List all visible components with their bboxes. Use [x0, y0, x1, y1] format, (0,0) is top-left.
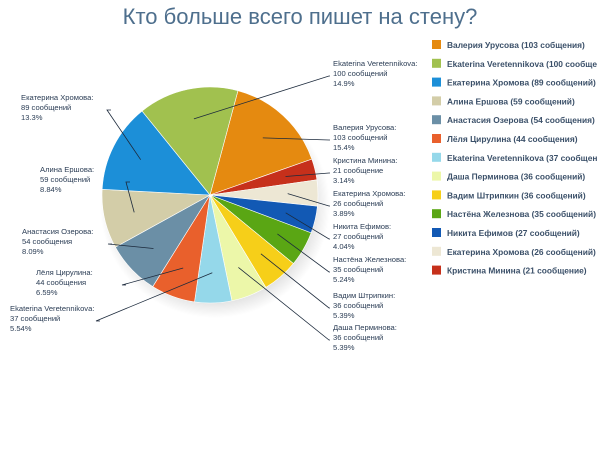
legend-swatch — [432, 58, 441, 68]
legend-item: Анастасия Озерова (54 сообщения) — [447, 115, 595, 125]
chart-title: Кто больше всего пишет на стену? — [123, 4, 478, 29]
slice-label-percent: 8.09% — [22, 247, 44, 256]
leader-line — [107, 243, 154, 249]
slice-label-name: Вадим Штрипкин: — [333, 291, 395, 300]
legend-item: Настёна Железнова (35 сообщений) — [447, 209, 596, 219]
legend-item: Даша Перминова (36 сообщений) — [447, 172, 585, 182]
slice-label-percent: 3.14% — [333, 176, 355, 185]
slice-label-value: 37 сообщений — [10, 314, 60, 323]
slice-label-name: Екатерина Хромова: — [21, 93, 93, 102]
slice-label-name: Кристина Минина: — [333, 156, 397, 165]
slice-label-percent: 5.39% — [333, 343, 355, 352]
legend-item: Вадим Штрипкин (36 сообщений) — [447, 190, 586, 200]
legend-swatch — [432, 209, 441, 219]
slice-label-name: Никита Ефимов: — [333, 222, 391, 231]
legend-swatch — [432, 152, 441, 162]
slice-label-value: 35 сообщений — [333, 265, 383, 274]
legend-swatch — [432, 228, 441, 237]
pie-slice — [101, 110, 211, 196]
legend-swatch — [432, 190, 441, 200]
leader-line — [95, 272, 213, 322]
leader-line — [277, 233, 330, 273]
leader-line — [121, 267, 184, 286]
legend-item: Кристина Минина (21 сообщение) — [447, 266, 587, 276]
legend-item: Валерия Урусова (103 собщения) — [447, 40, 585, 50]
slice-label-name: Алина Ершова: — [40, 165, 94, 174]
legend-item: Лёля Цирулина (44 сообщения) — [447, 134, 578, 144]
legend-swatch — [432, 265, 441, 275]
slice-label-name: Даша Перминова: — [333, 323, 397, 332]
legend-item: Ekaterina Veretennikova (37 сообщен — [447, 153, 597, 163]
slice-label-percent: 5.24% — [333, 275, 355, 284]
legend-item: Алина Ершова (59 сообщений) — [447, 96, 575, 106]
leader-line — [260, 253, 330, 309]
legend-swatch — [432, 246, 441, 256]
legend-item: Ekaterina Veretennikova (100 сообще — [447, 59, 597, 69]
leader-line — [285, 172, 330, 177]
slice-label-value: 36 сообщений — [333, 301, 383, 310]
leader-line — [125, 181, 135, 213]
legend-swatch — [432, 134, 441, 143]
slice-label-percent: 3.89% — [333, 209, 355, 218]
slice-label-name: Екатерина Хромова: — [333, 189, 405, 198]
legend-swatch — [432, 115, 441, 125]
slice-label-value: 89 сообщений — [21, 103, 71, 112]
leader-line — [106, 109, 142, 160]
legend-item: Екатерина Хромова (26 сообщений) — [447, 247, 596, 257]
slice-label-percent: 13.3% — [21, 113, 43, 122]
slice-label-percent: 5.54% — [10, 324, 32, 333]
slice-label-value: 100 сообщений — [333, 69, 388, 78]
slice-label-value: 54 сообщения — [22, 237, 72, 246]
slice-label-value: 21 сообщение — [333, 166, 383, 175]
slice-label-value: 36 сообщений — [333, 333, 383, 342]
slice-label-name: Ekaterina Veretennikova: — [333, 59, 417, 68]
slice-label-name: Ekaterina Veretennikova: — [10, 304, 94, 313]
slice-label-value: 59 сообщений — [40, 175, 90, 184]
slice-label-percent: 14.9% — [333, 79, 355, 88]
leader-line — [262, 137, 330, 141]
legend-item: Екатерина Хромова (89 сообщений) — [447, 78, 596, 88]
slice-label-percent: 15.4% — [333, 143, 355, 152]
pie-slice — [141, 86, 239, 196]
slice-label-name: Валерия Урусова: — [333, 123, 396, 132]
pie-slice — [209, 90, 313, 196]
legend-item: Никита Ефимов (27 сообщений) — [447, 228, 580, 238]
slice-label-percent: 8.84% — [40, 185, 62, 194]
legend-swatch — [432, 40, 441, 49]
slice-label-name: Анастасия Озерова: — [22, 227, 93, 236]
slice-label-percent: 4.04% — [333, 242, 355, 251]
slice-label-value: 44 сообщения — [36, 278, 86, 287]
legend-swatch — [432, 96, 441, 106]
slice-label-value: 103 сообщений — [333, 133, 388, 142]
slice-label-name: Лёля Цирулина: — [36, 268, 93, 277]
leader-line — [238, 267, 330, 341]
slice-label-percent: 5.39% — [333, 311, 355, 320]
slice-label-percent: 6.59% — [36, 288, 58, 297]
leader-line — [287, 193, 330, 207]
leader-line — [285, 212, 330, 240]
leader-line — [193, 75, 330, 120]
slice-label-value: 26 сообщений — [333, 199, 383, 208]
slice-label-value: 27 сообщений — [333, 232, 383, 241]
legend-swatch — [432, 77, 441, 87]
legend-swatch — [432, 171, 441, 181]
slice-label-name: Настёна Железнова: — [333, 255, 406, 264]
legend: Валерия Урусова (103 собщения) Ekaterina … — [432, 40, 597, 276]
